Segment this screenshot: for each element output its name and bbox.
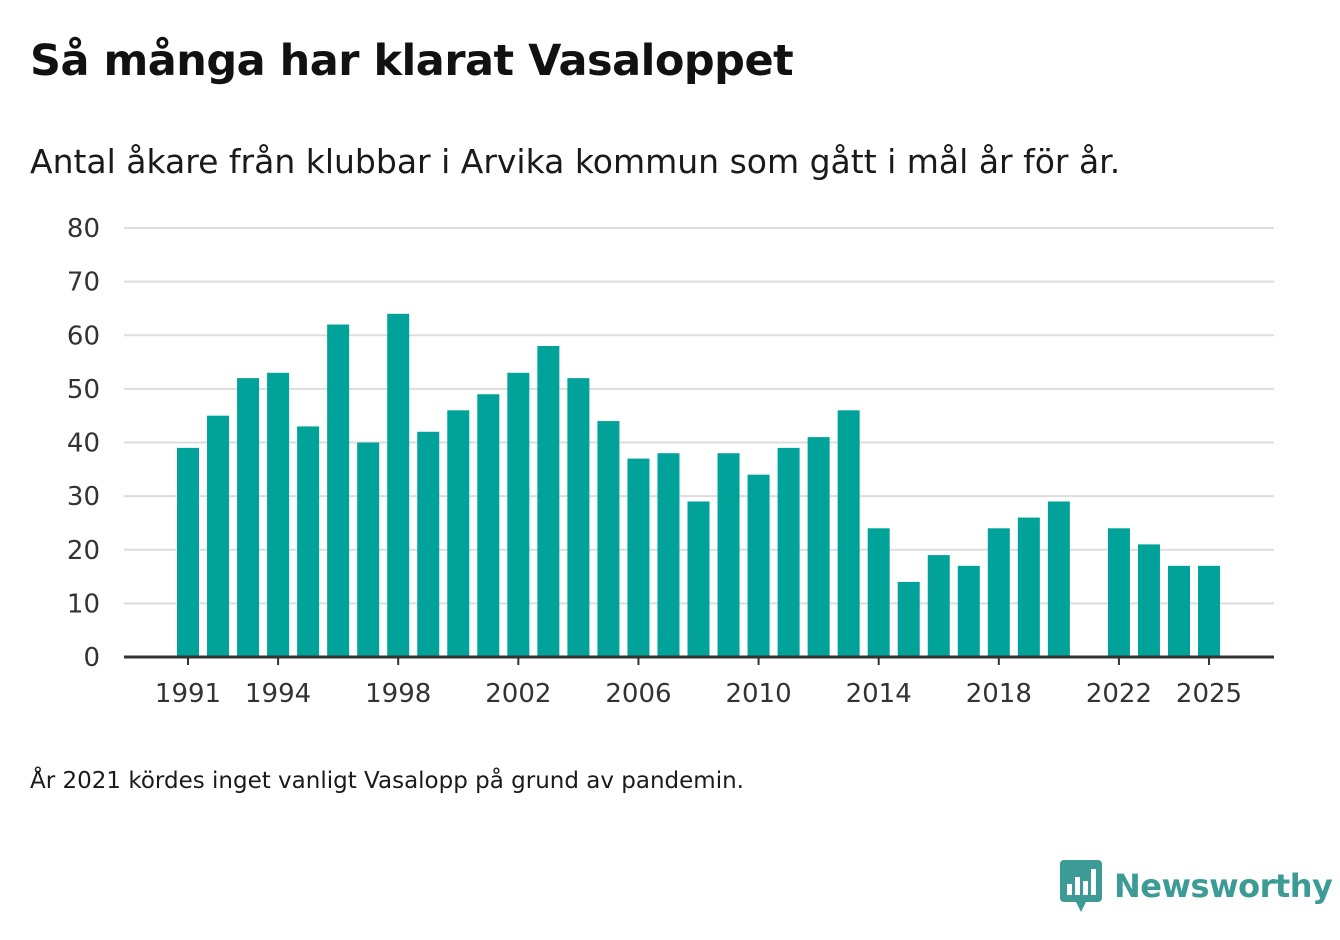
y-tick-label: 20 xyxy=(67,536,100,566)
bar-2014 xyxy=(867,528,890,657)
chart-title: Så många har klarat Vasaloppet xyxy=(30,36,794,86)
bar-1993 xyxy=(237,378,260,657)
bar-1991 xyxy=(177,447,199,657)
chart-subtitle: Antal åkare från klubbar i Arvika kommun… xyxy=(30,142,1121,181)
x-tick-label: 2025 xyxy=(1176,679,1242,709)
bar-2024 xyxy=(1167,565,1190,657)
bars xyxy=(177,313,1221,657)
bar-2000 xyxy=(447,410,470,657)
y-tick-label: 70 xyxy=(67,268,100,298)
bar-1994 xyxy=(267,372,290,657)
x-tick-label: 2006 xyxy=(605,679,671,709)
bar-1992 xyxy=(207,415,230,657)
bar-2025 xyxy=(1198,565,1221,657)
bar-2017 xyxy=(957,565,980,657)
bar-1997 xyxy=(357,442,380,657)
bar-2013 xyxy=(837,410,860,657)
bar-2003 xyxy=(537,345,560,657)
x-tick-label: 2014 xyxy=(846,679,912,709)
bar-1998 xyxy=(387,313,410,657)
bar-2009 xyxy=(717,453,740,657)
bar-2007 xyxy=(657,453,680,657)
bar-2019 xyxy=(1017,517,1040,657)
footnote: År 2021 kördes inget vanligt Vasalopp på… xyxy=(30,768,744,794)
bar-2008 xyxy=(687,501,710,657)
x-tick-label: 1991 xyxy=(155,679,221,709)
newsworthy-logo-icon xyxy=(1060,860,1102,912)
x-tick-label: 2010 xyxy=(725,679,791,709)
y-tick-label: 30 xyxy=(67,482,100,512)
bar-2011 xyxy=(777,447,800,657)
y-tick-label: 60 xyxy=(67,321,100,351)
bar-chart: 0 10 20 30 40 50 60 70 80 1991 1994 1998 2002 2006 201… xyxy=(67,214,1274,709)
y-tick-label: 0 xyxy=(83,643,100,673)
bar-2015 xyxy=(897,581,920,657)
gridlines xyxy=(124,227,1274,605)
axes: 0 10 20 30 40 50 60 70 80 1991 1994 1998 2002 2006 201… xyxy=(67,214,1274,709)
brand-logo: Newsworthy xyxy=(1060,858,1333,914)
y-tick-label: 40 xyxy=(67,429,100,459)
bar-2020 xyxy=(1047,501,1070,657)
bar-2022 xyxy=(1107,528,1130,657)
x-tick-label: 1994 xyxy=(245,679,311,709)
bar-2005 xyxy=(597,421,620,657)
y-tick-label: 50 xyxy=(67,375,100,405)
bar-1995 xyxy=(297,426,320,657)
bar-2004 xyxy=(567,378,590,657)
bar-2012 xyxy=(807,437,830,657)
bar-2018 xyxy=(987,528,1010,657)
x-tick-label: 2002 xyxy=(485,679,551,709)
bar-2001 xyxy=(477,394,500,657)
y-tick-label: 10 xyxy=(67,589,100,619)
bar-1999 xyxy=(417,431,440,657)
y-tick-label: 80 xyxy=(67,214,100,244)
bar-2006 xyxy=(627,458,650,657)
x-tick-label: 1998 xyxy=(365,679,431,709)
x-tick-label: 2018 xyxy=(966,679,1032,709)
bar-2023 xyxy=(1137,544,1160,657)
bar-2002 xyxy=(507,372,530,657)
brand-name: Newsworthy xyxy=(1114,867,1333,905)
x-tick-label: 2022 xyxy=(1086,679,1152,709)
bar-2010 xyxy=(747,474,770,657)
bar-2016 xyxy=(927,555,950,657)
bar-1996 xyxy=(327,324,350,657)
